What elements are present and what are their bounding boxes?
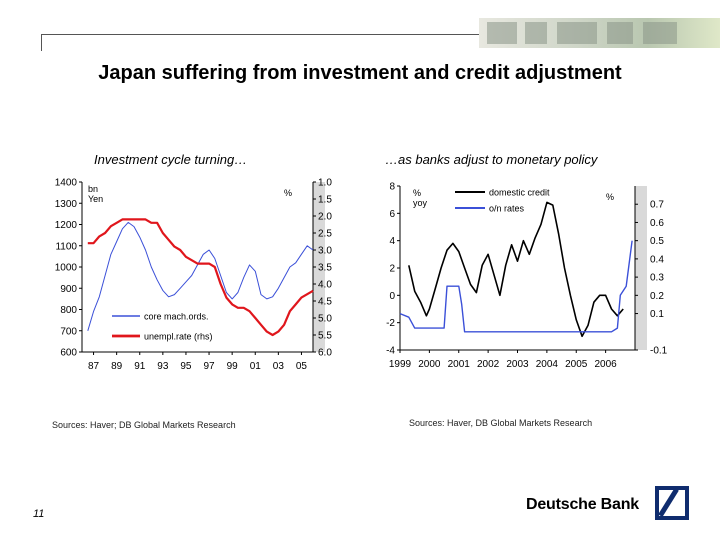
x-axis-tick-label: 2006 <box>595 359 618 370</box>
x-axis-tick-label: 95 <box>180 361 192 372</box>
brand-name: Deutsche Bank <box>526 496 639 513</box>
x-axis-tick-label: 99 <box>227 361 239 372</box>
banner-tile <box>557 22 597 44</box>
left-chart-subtitle: Investment cycle turning… <box>94 152 248 167</box>
right-axis-tick-label: 5.5 <box>318 331 332 342</box>
right-axis-tick-label: 0.1 <box>650 309 664 320</box>
series-line-2 <box>399 240 633 333</box>
x-axis-tick-label: 89 <box>111 361 123 372</box>
left-axis-tick-label: 900 <box>60 284 77 295</box>
right-axis-unit: % <box>284 188 292 198</box>
right-axis-unit: % <box>606 192 614 202</box>
right-axis-tick-label: 2.0 <box>318 212 332 223</box>
left-axis-tick-label: 1400 <box>55 178 78 189</box>
left-axis-tick-label: 8 <box>389 182 395 193</box>
x-axis-tick-label: 2000 <box>418 359 441 370</box>
right-axis-tick-label: 0.7 <box>650 200 664 211</box>
left-axis-unit: bn <box>88 184 98 194</box>
legend-entry: core mach.ords. <box>144 312 209 322</box>
left-axis-tick-label: -4 <box>386 346 395 357</box>
right-axis-tick-label: 5.0 <box>318 314 332 325</box>
page-number: 11 <box>33 508 45 520</box>
right-axis-tick-label: 3.0 <box>318 246 332 257</box>
x-axis-tick-label: 05 <box>296 361 308 372</box>
left-chart: 1400 1300 1200 1100 1000 900 800 700 600 1.0 1.5 2.… <box>55 178 333 373</box>
x-axis-tick-label: 93 <box>157 361 169 372</box>
left-axis-tick-label: 4 <box>389 236 395 247</box>
x-axis-tick-label: 2004 <box>536 359 559 370</box>
left-axis-tick-label: 6 <box>389 209 395 220</box>
x-axis-tick-label: 1999 <box>389 359 412 370</box>
right-axis-tick-label: 4.5 <box>318 297 332 308</box>
left-axis-tick-label: 600 <box>60 348 77 359</box>
x-axis-tick-label: 2001 <box>448 359 471 370</box>
x-axis-tick-label: 91 <box>134 361 146 372</box>
right-axis-tick-label: 0.2 <box>650 291 664 302</box>
right-axis-tick-label: 0.6 <box>650 218 664 229</box>
left-axis-tick-label: 1300 <box>55 199 78 210</box>
right-chart-source: Sources: Haver, DB Global Markets Resear… <box>409 418 593 428</box>
right-axis-tick-label: 0.4 <box>650 254 664 265</box>
legend-entry: domestic credit <box>489 188 550 198</box>
left-axis-tick-label: 2 <box>389 264 395 275</box>
banner-tile <box>643 22 677 44</box>
series-line-2 <box>87 218 314 337</box>
legend-entry: o/n rates <box>489 204 525 214</box>
x-axis-tick-label: 03 <box>273 361 285 372</box>
left-chart-source: Sources: Haver; DB Global Markets Resear… <box>52 420 236 430</box>
banner-tile <box>487 22 517 44</box>
right-axis-tick-label: 1.5 <box>318 195 332 206</box>
right-chart: 8 6 4 2 0 -2 -4 0.7 0.6 0.5 0.4 0.3 0.2 0.1 -0.1 1999 20… <box>386 182 668 371</box>
right-chart-subtitle: …as banks adjust to monetary policy <box>385 152 598 167</box>
left-axis-unit: yoy <box>413 198 428 208</box>
right-axis-tick-label: 1.0 <box>318 178 332 189</box>
left-axis-tick-label: 0 <box>389 291 395 302</box>
left-axis-tick-label: 700 <box>60 326 77 337</box>
left-axis-tick-label: 1000 <box>55 263 78 274</box>
series-line-1 <box>408 201 624 338</box>
right-axis-tick-label: 6.0 <box>318 348 332 359</box>
right-axis-tick-label: 3.5 <box>318 263 332 274</box>
slide-title: Japan suffering from investment and cred… <box>98 62 622 84</box>
x-axis-tick-label: 01 <box>250 361 262 372</box>
header-rule-horizontal <box>41 34 479 35</box>
banner-tile <box>525 22 547 44</box>
x-axis-tick-label: 87 <box>88 361 100 372</box>
deutsche-bank-slash-square-icon <box>655 486 689 520</box>
right-axis-tick-label: 0.5 <box>650 236 664 247</box>
left-axis-tick-label: 1200 <box>55 220 78 231</box>
right-axis-tick-label: 2.5 <box>318 229 332 240</box>
x-axis-tick-label: 97 <box>203 361 215 372</box>
right-axis-tick-label: 0.3 <box>650 273 664 284</box>
left-axis-tick-label: 1100 <box>55 241 77 252</box>
left-axis-unit: % <box>413 188 421 198</box>
x-axis-tick-label: 2003 <box>506 359 529 370</box>
x-axis-tick-label: 2002 <box>477 359 500 370</box>
left-axis-tick-label: -2 <box>386 318 395 329</box>
right-axis-tick-label: -0.1 <box>650 346 668 357</box>
left-axis-unit: Yen <box>88 194 103 204</box>
left-axis-tick-label: 800 <box>60 305 77 316</box>
right-axis-strip <box>313 182 325 352</box>
x-axis-tick-label: 2005 <box>565 359 588 370</box>
banner-tile <box>607 22 633 44</box>
header-banner-image <box>479 18 720 48</box>
series-line-1 <box>87 221 314 331</box>
right-axis-tick-label: 4.0 <box>318 280 332 291</box>
header-rule-vertical <box>41 34 42 51</box>
right-axis-strip <box>635 186 647 350</box>
legend-entry: unempl.rate (rhs) <box>144 332 213 342</box>
